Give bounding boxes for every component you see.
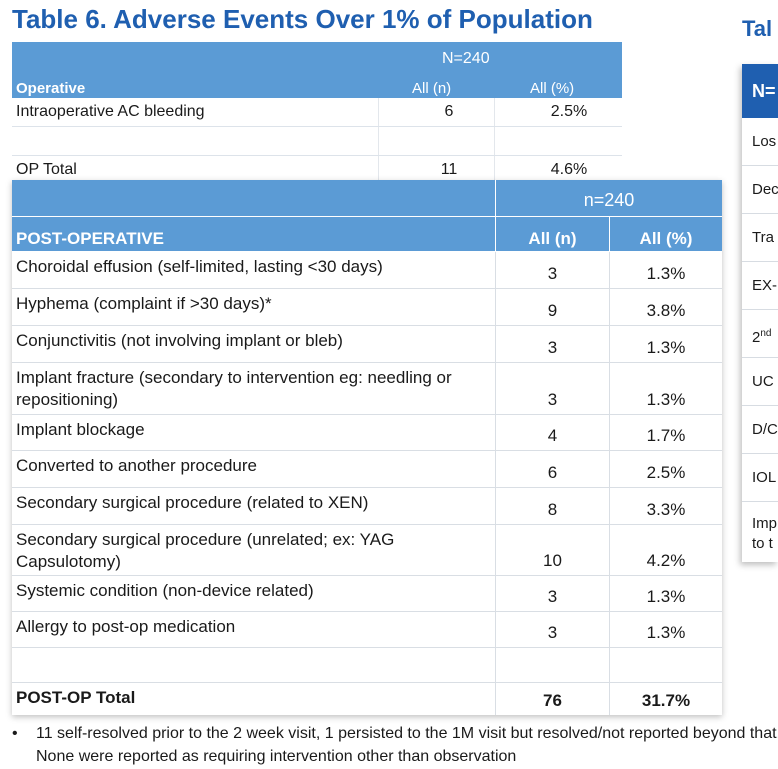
row-label: Hyphema (complaint if >30 days)* bbox=[16, 294, 272, 313]
row-label: Systemic condition (non-device related) bbox=[16, 581, 314, 600]
row-count: 6 bbox=[547, 463, 558, 482]
table-row: Implant blockage 4 1.7% bbox=[12, 415, 722, 451]
table-row: Allergy to post-op medication 3 1.3% bbox=[12, 612, 722, 648]
row-count: 76 bbox=[543, 691, 562, 710]
postop-header-top bbox=[12, 180, 722, 216]
row-label: Implant fracture (secondary to intervent… bbox=[16, 368, 452, 409]
row-percent: 2.5% bbox=[550, 103, 588, 120]
row-label: Allergy to post-op medication bbox=[16, 617, 236, 636]
side-row: Tra bbox=[742, 214, 778, 262]
side-row: Imp to t bbox=[742, 502, 778, 562]
row-percent: 1.3% bbox=[646, 390, 686, 409]
postop-table: n=240 POST-OPERATIVE All (n) All (%) Cho… bbox=[12, 180, 722, 715]
row-label: Conjunctivitis (not involving implant or… bbox=[16, 331, 343, 350]
row-percent: 3.3% bbox=[646, 500, 686, 519]
row-percent: 4.2% bbox=[646, 551, 686, 570]
row-count: 3 bbox=[547, 587, 558, 606]
row-label: Choroidal effusion (self-limited, lastin… bbox=[16, 257, 383, 276]
operative-col-n: All (n) bbox=[412, 80, 452, 97]
footnote-bullet: • bbox=[12, 725, 18, 742]
table-row-total: POST-OP Total 76 31.7% bbox=[12, 683, 722, 715]
row-percent: 1.3% bbox=[646, 338, 686, 357]
row-label: Implant blockage bbox=[16, 420, 145, 439]
row-count: 4 bbox=[547, 426, 558, 445]
table-row: Secondary surgical procedure (unrelated;… bbox=[12, 525, 722, 576]
row-count: 6 bbox=[444, 103, 454, 120]
row-count: 11 bbox=[440, 161, 458, 178]
side-row: Los bbox=[742, 118, 778, 166]
side-row: 2nd bbox=[742, 310, 778, 358]
row-label: POST-OP Total bbox=[16, 688, 136, 707]
side-table-title: Tal bbox=[742, 16, 773, 41]
row-count: 9 bbox=[547, 301, 558, 320]
operative-category: Operative bbox=[16, 80, 86, 97]
side-row-text: 2 bbox=[752, 329, 761, 346]
table-row: Implant fracture (secondary to intervent… bbox=[12, 363, 722, 415]
side-table-header: N= bbox=[742, 64, 778, 118]
row-percent: 31.7% bbox=[641, 691, 691, 710]
row-percent: 1.3% bbox=[646, 264, 686, 283]
postop-col-n: All (n) bbox=[528, 229, 577, 248]
row-label: Secondary surgical procedure (unrelated;… bbox=[16, 530, 395, 571]
row-percent: 4.6% bbox=[550, 161, 588, 178]
postop-category: POST-OPERATIVE bbox=[16, 229, 164, 248]
row-percent: 1.3% bbox=[646, 587, 686, 606]
row-percent: 1.3% bbox=[646, 623, 686, 642]
side-row: UC bbox=[742, 358, 778, 406]
postop-n-label: n=240 bbox=[583, 190, 635, 210]
row-label: Secondary surgical procedure (related to… bbox=[16, 493, 369, 512]
row-count: 8 bbox=[547, 500, 558, 519]
table-row bbox=[12, 127, 622, 156]
operative-header: N=240 Operative All (n) All (%) bbox=[12, 42, 622, 98]
row-percent: 3.8% bbox=[646, 301, 686, 320]
side-row-sup: nd bbox=[760, 328, 772, 339]
table-row: Converted to another procedure 6 2.5% bbox=[12, 451, 722, 488]
row-label: Intraoperative AC bleeding bbox=[16, 103, 205, 120]
operative-n-label: N=240 bbox=[442, 50, 490, 67]
operative-table: N=240 Operative All (n) All (%) Intraope… bbox=[12, 42, 622, 185]
row-count: 3 bbox=[547, 264, 558, 283]
row-count: 3 bbox=[547, 390, 558, 409]
table-title: Table 6. Adverse Events Over 1% of Popul… bbox=[12, 4, 593, 34]
side-row-line1: Imp bbox=[752, 515, 778, 532]
table-row: Secondary surgical procedure (related to… bbox=[12, 488, 722, 525]
row-count: 3 bbox=[547, 623, 558, 642]
row-count: 10 bbox=[543, 551, 562, 570]
row-percent: 2.5% bbox=[646, 463, 686, 482]
table-row: Conjunctivitis (not involving implant or… bbox=[12, 326, 722, 363]
table-row: Choroidal effusion (self-limited, lastin… bbox=[12, 252, 722, 289]
row-label: Converted to another procedure bbox=[16, 456, 257, 475]
side-row: EX- bbox=[742, 262, 778, 310]
side-row: D/C bbox=[742, 406, 778, 454]
side-row-line2: to t bbox=[752, 535, 773, 552]
row-count: 3 bbox=[547, 338, 558, 357]
side-row: IOL bbox=[742, 454, 778, 502]
table-row bbox=[12, 648, 722, 683]
postop-header-bottom bbox=[12, 217, 722, 251]
table-row: Systemic condition (non-device related) … bbox=[12, 576, 722, 612]
side-table: N= Los Dec Tra EX- 2nd UC D/C IOL Imp to … bbox=[742, 64, 778, 562]
table-row: Intraoperative AC bleeding 6 2.5% bbox=[12, 98, 622, 127]
postop-col-pct: All (%) bbox=[639, 229, 693, 248]
row-label: OP Total bbox=[16, 161, 77, 178]
operative-col-pct: All (%) bbox=[530, 80, 575, 97]
table-row: Hyphema (complaint if >30 days)* 9 3.8% bbox=[12, 289, 722, 326]
side-row: Dec bbox=[742, 166, 778, 214]
row-percent: 1.7% bbox=[646, 426, 686, 445]
footnote-text: 11 self-resolved prior to the 2 week vis… bbox=[36, 725, 778, 765]
